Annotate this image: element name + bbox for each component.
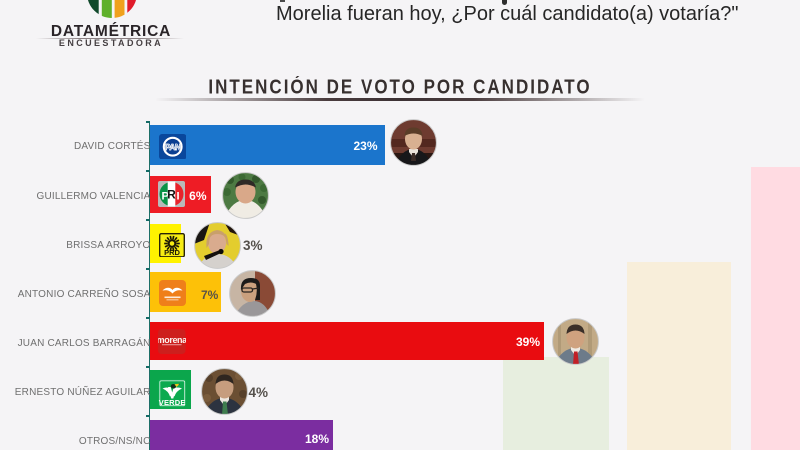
svg-text:morena: morena [158, 335, 186, 345]
svg-text:PRD: PRD [164, 248, 180, 257]
svg-text:PAN: PAN [164, 142, 180, 152]
svg-text:I: I [176, 191, 179, 203]
svg-text:R: R [167, 188, 176, 202]
svg-text:P: P [162, 191, 169, 203]
svg-text:VERDE: VERDE [158, 398, 185, 407]
